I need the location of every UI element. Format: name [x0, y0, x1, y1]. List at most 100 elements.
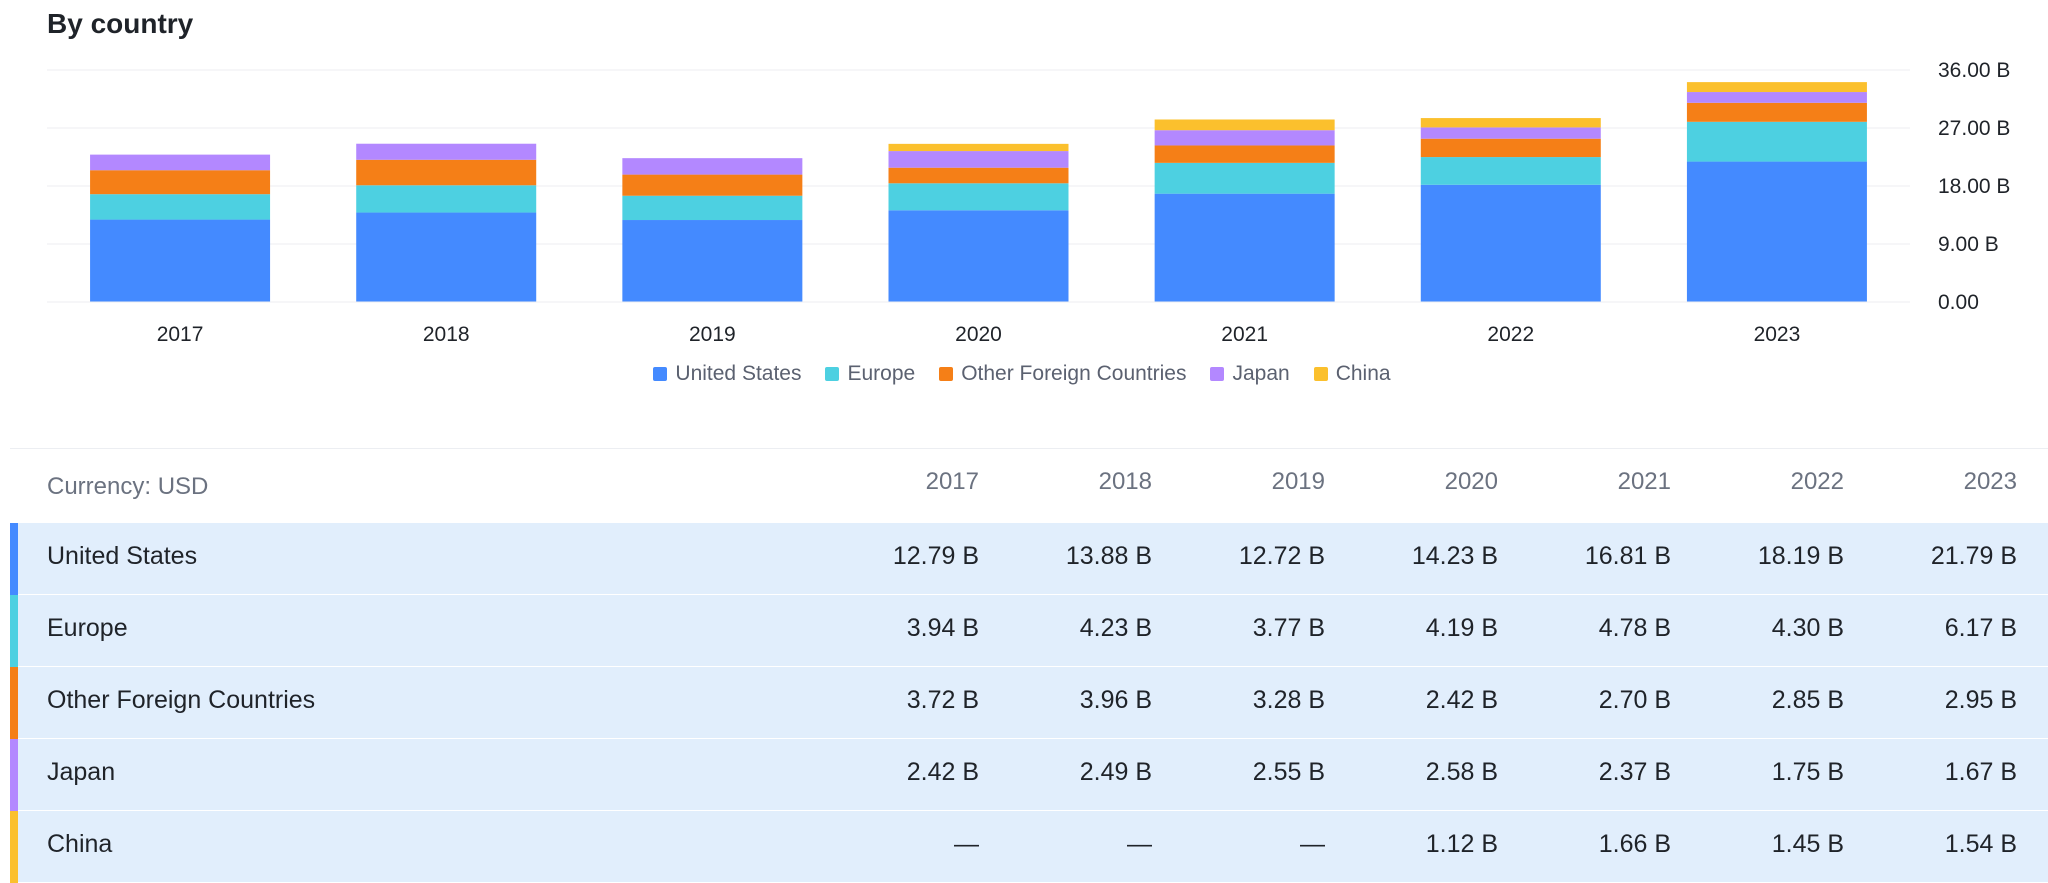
table-cell: 12.72 B	[1238, 542, 1325, 570]
bar-segment[interactable]	[356, 143, 537, 160]
bar-segment[interactable]	[622, 195, 803, 221]
bar-segment[interactable]	[1686, 102, 1867, 122]
table-cell: 3.94 B	[906, 614, 979, 642]
row-label: Europe	[47, 614, 128, 642]
x-tick-label: 2017	[157, 323, 204, 346]
table-cell: 16.81 B	[1584, 542, 1671, 570]
bar-segment[interactable]	[622, 158, 803, 175]
legend-item[interactable]: Other Foreign Countries	[939, 362, 1186, 386]
table-cell: 2.85 B	[1771, 686, 1844, 714]
x-tick-label: 2023	[1754, 323, 1801, 346]
bar-segment[interactable]	[1154, 162, 1335, 194]
currency-label: Currency: USD	[47, 473, 209, 500]
legend-item[interactable]: Europe	[825, 362, 915, 386]
table-cell: 2.37 B	[1598, 758, 1671, 786]
bar-segment[interactable]	[888, 167, 1069, 184]
table-cell: 2.42 B	[906, 758, 979, 786]
bar-segment[interactable]	[888, 210, 1069, 302]
bar-segment[interactable]	[622, 220, 803, 302]
bar-segment[interactable]	[1686, 161, 1867, 302]
legend-item[interactable]: United States	[653, 362, 801, 386]
row-color-indicator	[10, 739, 18, 811]
bar-segment[interactable]	[1686, 121, 1867, 162]
legend-item[interactable]: Japan	[1210, 362, 1290, 386]
bar-segment[interactable]	[1154, 119, 1335, 131]
table-cell: 12.79 B	[892, 542, 979, 570]
table-cell: 6.17 B	[1944, 614, 2017, 642]
bar-segment[interactable]	[1154, 145, 1335, 163]
bar-segment[interactable]	[1420, 157, 1601, 185]
bar-segment[interactable]	[1686, 92, 1867, 103]
x-tick-label: 2019	[689, 323, 736, 346]
table-cell: 4.19 B	[1425, 614, 1498, 642]
x-tick-label: 2021	[1221, 323, 1268, 346]
table-row[interactable]: Europe 3.94 B 4.23 B 3.77 B 4.19 B 4.78 B 4.30…	[10, 595, 2048, 667]
table-cell: —	[1300, 830, 1325, 858]
table-row[interactable]: China — — — 1.12 B 1.66 B 1.45 B 1.54 B	[10, 811, 2048, 883]
y-tick-label: 18.00 B	[1938, 175, 2010, 198]
bar-segment[interactable]	[90, 194, 271, 220]
table-cell: —	[954, 830, 979, 858]
table-cell: 1.67 B	[1944, 758, 2017, 786]
bar-segment[interactable]	[90, 154, 271, 171]
table-cell: 4.78 B	[1598, 614, 1671, 642]
legend-swatch	[1210, 367, 1225, 381]
bar-segment[interactable]	[1420, 127, 1601, 139]
bar-segment[interactable]	[888, 151, 1069, 168]
table-cell: 2.49 B	[1079, 758, 1152, 786]
bar-segment[interactable]	[356, 185, 537, 213]
bar-segment[interactable]	[888, 143, 1069, 152]
legend-label: Europe	[847, 362, 916, 385]
bar-segment[interactable]	[90, 170, 271, 195]
table-divider	[10, 448, 2048, 449]
bar-segment[interactable]	[888, 183, 1069, 211]
table-cell: 1.54 B	[1944, 830, 2017, 858]
bar-segment[interactable]	[90, 219, 271, 302]
chart-legend: United States Europe Other Foreign Countri…	[0, 362, 2048, 386]
column-header-year: 2020	[1444, 468, 1498, 495]
legend-swatch	[825, 367, 840, 381]
table-cell: 13.88 B	[1065, 542, 1152, 570]
bar-segment[interactable]	[1420, 138, 1601, 158]
row-label: China	[47, 830, 113, 858]
legend-label: Japan	[1232, 362, 1290, 385]
legend-swatch	[1313, 367, 1328, 381]
table-row[interactable]: Japan 2.42 B 2.49 B 2.55 B 2.58 B 2.37 B 1.75 …	[10, 739, 2048, 811]
bar-segment[interactable]	[1686, 82, 1867, 93]
row-label: Other Foreign Countries	[47, 686, 316, 714]
table-cell: —	[1127, 830, 1152, 858]
row-label: Japan	[47, 758, 116, 786]
bar-segment[interactable]	[356, 159, 537, 186]
bar-segment[interactable]	[356, 212, 537, 302]
legend-label: United States	[675, 362, 802, 385]
table-header: Currency: USD 2017 2018 2019 2020 2021 2022 20…	[10, 449, 2048, 523]
table-cell: 3.96 B	[1079, 686, 1152, 714]
table-cell: 4.30 B	[1771, 614, 1844, 642]
table-cell: 2.58 B	[1425, 758, 1498, 786]
column-header-year: 2018	[1098, 468, 1152, 495]
bar-segment[interactable]	[1154, 130, 1335, 146]
row-color-indicator	[10, 523, 18, 595]
table-cell: 4.23 B	[1079, 614, 1152, 642]
table-cell: 18.19 B	[1757, 542, 1844, 570]
x-tick-label: 2020	[955, 323, 1002, 346]
section-title: By country	[47, 8, 194, 39]
stacked-bar-chart: 36.00 B 27.00 B 18.00 B 9.00 B 0.00 2017 2018 2…	[47, 59, 2010, 346]
bar-segment[interactable]	[1420, 118, 1601, 128]
y-tick-label: 36.00 B	[1938, 59, 2010, 82]
column-header-year: 2022	[1790, 468, 1844, 495]
x-tick-label: 2018	[423, 323, 470, 346]
table-row[interactable]: Other Foreign Countries 3.72 B 3.96 B 3.28 …	[10, 667, 2048, 739]
bar-segment[interactable]	[1154, 193, 1335, 302]
table-cell: 2.42 B	[1425, 686, 1498, 714]
column-header-year: 2023	[1963, 468, 2017, 495]
table-cell: 1.75 B	[1771, 758, 1844, 786]
legend-swatch	[939, 367, 954, 381]
column-header-year: 2019	[1271, 468, 1325, 495]
table-cell: 2.70 B	[1598, 686, 1671, 714]
bar-segment[interactable]	[1420, 184, 1601, 302]
table-row[interactable]: United States 12.79 B 13.88 B 12.72 B 14.23 …	[10, 523, 2048, 595]
bar-segment[interactable]	[622, 174, 803, 196]
y-tick-label: 27.00 B	[1938, 117, 2010, 140]
legend-item[interactable]: China	[1313, 362, 1391, 386]
